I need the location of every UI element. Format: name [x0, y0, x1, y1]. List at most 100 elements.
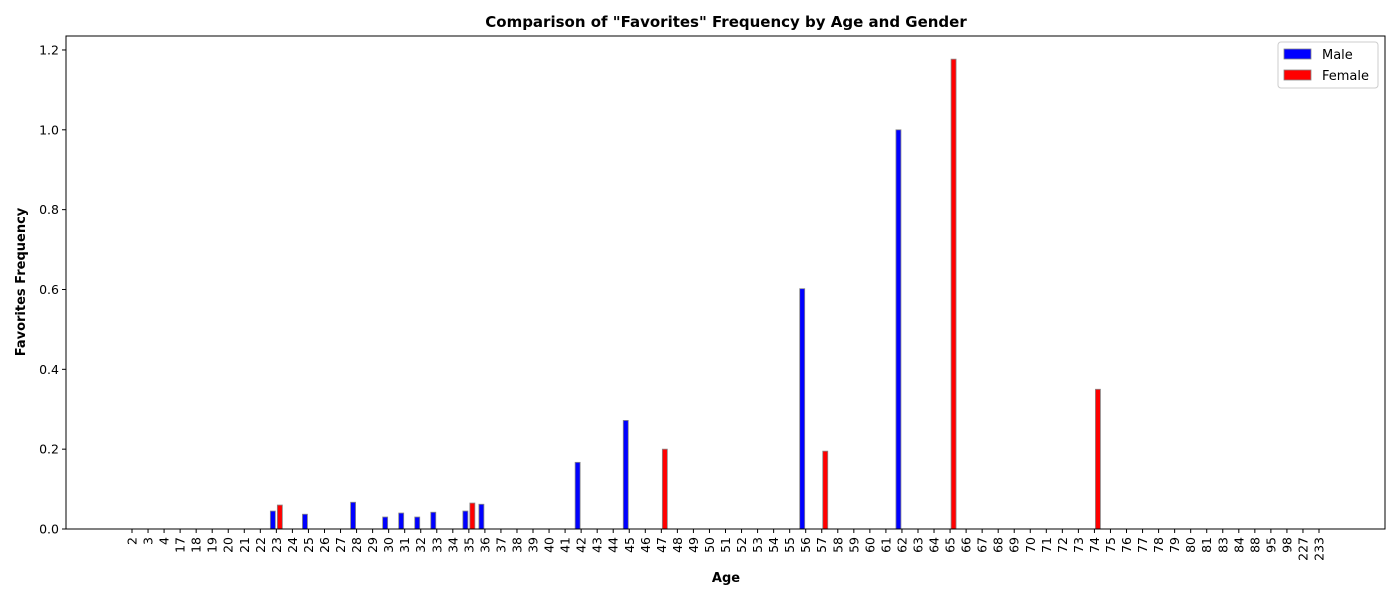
x-tick-label: 74	[1087, 537, 1102, 553]
x-tick-label: 43	[590, 537, 605, 553]
bar-male-age-42	[574, 461, 581, 530]
x-tick-label: 25	[301, 537, 316, 553]
legend-label-male: Male	[1322, 48, 1353, 63]
x-tick-label: 233	[1312, 537, 1327, 561]
x-tick-label: 64	[927, 537, 942, 553]
plot-frame	[65, 35, 1386, 530]
bar-male-age-23	[269, 510, 276, 530]
x-tick-label: 2	[125, 537, 140, 545]
bar-male-age-36	[478, 503, 485, 530]
plot-area: 0.00.20.40.60.81.01.22 3 4 17 18 19 20 21 22 23 24…	[39, 35, 1386, 561]
x-tick-label: 65	[943, 537, 958, 553]
x-tick-label: 67	[975, 537, 990, 553]
bar-male-age-30	[382, 516, 389, 530]
x-tick-label: 81	[1199, 537, 1214, 553]
x-tick-label: 227	[1295, 537, 1310, 561]
x-tick-label: 21	[237, 537, 252, 553]
x-tick-label: 18	[189, 537, 204, 553]
x-tick-label: 51	[718, 537, 733, 553]
x-tick-label: 36	[477, 537, 492, 553]
bar-female-age-57	[822, 450, 829, 530]
x-axis-label: Age	[712, 571, 740, 586]
x-tick-label: 30	[381, 537, 396, 553]
x-tick-label: 76	[1119, 537, 1134, 553]
x-tick-label: 44	[606, 537, 621, 553]
x-tick-label: 88	[1247, 537, 1262, 553]
bar-male-age-62	[895, 129, 902, 530]
x-tick-label: 80	[1183, 537, 1198, 553]
x-tick-label: 28	[349, 537, 364, 553]
x-tick-label: 45	[622, 537, 637, 553]
x-tick-label: 4	[157, 537, 172, 545]
x-tick-label: 54	[766, 537, 781, 553]
legend-swatch-male	[1283, 48, 1312, 60]
x-tick-label: 66	[959, 537, 974, 553]
x-tick-label: 22	[253, 537, 268, 553]
x-tick-label: 46	[638, 537, 653, 553]
x-tick-label: 41	[558, 537, 573, 553]
x-tick-label: 32	[413, 537, 428, 553]
x-tick-label: 71	[1039, 537, 1054, 553]
x-tick-label: 62	[894, 537, 909, 553]
bar-female-age-74	[1095, 388, 1101, 530]
bar-male-age-28	[350, 501, 356, 530]
x-tick-label: 52	[734, 537, 749, 553]
x-tick-label: 20	[221, 537, 236, 553]
x-tick-label: 75	[1103, 537, 1118, 553]
chart-title: Comparison of "Favorites" Frequency by A…	[485, 13, 967, 31]
x-tick-label: 84	[1231, 537, 1246, 553]
x-tick-label: 47	[654, 537, 669, 553]
bar-male-age-45	[622, 420, 629, 530]
x-tick-label: 95	[1263, 537, 1278, 553]
x-tick-label: 83	[1215, 537, 1230, 553]
x-tick-label: 78	[1151, 537, 1166, 553]
y-axis-label: Favorites Frequency	[14, 207, 29, 356]
x-tick-label: 57	[814, 537, 829, 553]
x-tick-label: 61	[878, 537, 893, 553]
x-tick-label: 49	[686, 537, 701, 553]
x-tick-label: 40	[542, 537, 557, 553]
x-tick-label: 60	[862, 537, 877, 553]
x-tick-label: 39	[526, 537, 541, 553]
legend: Male Female	[1277, 41, 1379, 89]
bar-male-age-35	[462, 510, 469, 530]
y-tick-label: 0.2	[39, 442, 59, 457]
x-tick-label: 3	[141, 537, 156, 545]
x-tick-label: 63	[910, 537, 925, 553]
y-tick-label: 0.8	[39, 202, 59, 217]
legend-label-female: Female	[1322, 69, 1369, 84]
x-tick-label: 23	[269, 537, 284, 553]
x-tick-label: 37	[493, 537, 508, 553]
x-tick-label: 53	[750, 537, 765, 553]
x-tick-label: 17	[173, 537, 188, 553]
x-tick-label: 73	[1071, 537, 1086, 553]
x-tick-label: 31	[397, 537, 412, 553]
bar-male-age-33	[430, 511, 437, 530]
x-tick-label: 48	[670, 537, 685, 553]
x-tick-label: 69	[1007, 537, 1022, 553]
bar-female-age-47	[661, 448, 668, 530]
x-tick-label: 34	[445, 537, 460, 553]
x-tick-label: 72	[1055, 537, 1070, 553]
bar-male-age-31	[398, 512, 405, 530]
bar-female-age-35	[469, 502, 476, 530]
x-tick-label: 55	[782, 537, 797, 553]
bar-male-age-25	[302, 513, 308, 530]
x-tick-label: 50	[702, 537, 717, 553]
x-tick-label: 79	[1167, 537, 1182, 553]
bar-female-age-23	[276, 504, 283, 530]
x-tick-label: 98	[1279, 537, 1294, 553]
x-tick-label: 42	[574, 537, 589, 553]
bar-female-age-65	[950, 58, 957, 530]
x-tick-label: 70	[1023, 537, 1038, 553]
x-tick-label: 77	[1135, 537, 1150, 553]
x-tick-label: 59	[846, 537, 861, 553]
x-tick-label: 33	[429, 537, 444, 553]
x-tick-label: 26	[317, 537, 332, 553]
y-tick-label: 0.4	[39, 362, 59, 377]
bar-male-age-56	[799, 288, 806, 530]
x-tick-label: 27	[333, 537, 348, 553]
y-tick-label: 0.6	[39, 282, 59, 297]
